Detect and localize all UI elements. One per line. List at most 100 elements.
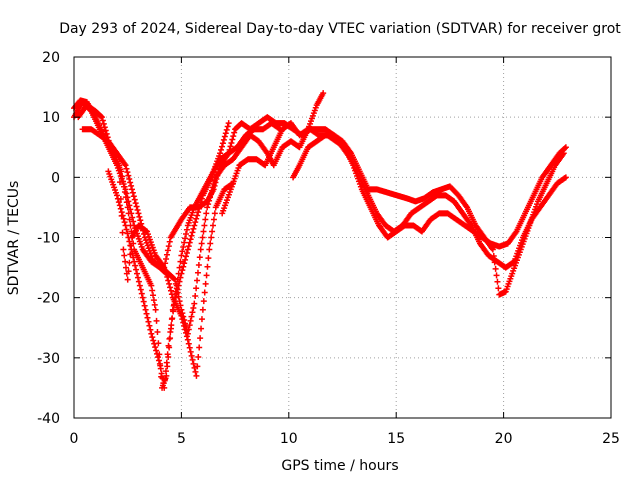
data-point (99, 117, 106, 124)
data-point (163, 255, 170, 262)
data-point (562, 174, 569, 181)
data-point (127, 179, 134, 186)
data-point (494, 278, 501, 285)
data-point (227, 143, 234, 150)
data-point (122, 264, 129, 271)
data-point (176, 298, 183, 305)
data-point (171, 275, 178, 282)
data-point (198, 240, 205, 247)
x-tick-label: 20 (495, 431, 513, 447)
data-point (183, 226, 190, 233)
y-axis-label: SDTVAR / TECUs (6, 181, 22, 296)
data-point (192, 219, 199, 226)
data-point (199, 234, 206, 241)
data-point (192, 292, 199, 299)
data-point (220, 136, 227, 143)
data-point (126, 259, 133, 266)
data-point (205, 255, 212, 262)
data-point (195, 353, 202, 360)
data-point (200, 228, 207, 235)
data-point (178, 306, 185, 313)
data-point (144, 314, 151, 321)
data-point (162, 260, 169, 267)
series-4 (79, 90, 327, 337)
data-point (143, 310, 150, 317)
data-point (193, 215, 200, 222)
y-tick-label: -30 (37, 351, 60, 367)
data-point (189, 229, 196, 236)
data-point (183, 231, 190, 238)
data-point (490, 252, 497, 259)
data-point (180, 263, 187, 270)
data-point (202, 216, 209, 223)
data-point (225, 120, 232, 127)
data-point (277, 126, 284, 133)
data-point (179, 310, 186, 317)
data-point (180, 313, 187, 320)
data-point (129, 214, 136, 221)
data-point (134, 274, 141, 281)
data-point (135, 210, 142, 217)
data-point (119, 212, 126, 219)
data-point (201, 222, 208, 229)
data-point (194, 269, 201, 276)
y-axis-ticks: -40 -30 -20 -10 0 10 20 (37, 50, 611, 427)
data-point (173, 282, 180, 289)
data-point (140, 231, 147, 238)
data-point (116, 202, 123, 209)
data-point (169, 315, 176, 322)
data-point (134, 206, 141, 213)
data-point (138, 290, 145, 297)
data-point (186, 239, 193, 246)
data-point (190, 304, 197, 311)
data-point (130, 254, 137, 261)
data-point (142, 306, 149, 313)
data-point (149, 334, 156, 341)
data-point (154, 329, 161, 336)
data-point (562, 144, 569, 151)
data-point (165, 342, 172, 349)
data-point (224, 123, 231, 130)
data-point (207, 240, 214, 247)
data-point (128, 246, 135, 253)
data-point (189, 356, 196, 363)
data-point (156, 360, 163, 367)
y-tick-label: 10 (42, 110, 60, 126)
data-point (137, 286, 144, 293)
data-point (195, 262, 202, 269)
data-point (493, 272, 500, 279)
data-point (150, 297, 157, 304)
data-point (152, 306, 159, 313)
data-point (127, 242, 134, 249)
data-point (194, 363, 201, 370)
data-point (197, 246, 204, 253)
data-point (139, 224, 146, 231)
data-point (101, 124, 108, 131)
data-point (186, 322, 193, 329)
data-point (136, 282, 143, 289)
data-point (198, 316, 205, 323)
x-tick-label: 10 (280, 431, 298, 447)
data-point (98, 113, 105, 120)
data-point (127, 206, 134, 213)
data-point (164, 247, 171, 254)
data-point (121, 252, 128, 259)
data-point (166, 335, 173, 342)
data-point (185, 326, 192, 333)
data-point (171, 301, 178, 308)
data-point (179, 248, 186, 255)
data-point (202, 280, 209, 287)
data-point (206, 197, 213, 204)
data-point (102, 127, 109, 134)
data-point (134, 270, 141, 277)
data-point (155, 357, 162, 364)
data-point (198, 325, 205, 332)
data-point (218, 146, 225, 153)
data-point (163, 251, 170, 258)
data-point (172, 288, 179, 295)
data-point (189, 309, 196, 316)
data-point (489, 246, 496, 253)
data-point (193, 372, 200, 379)
data-point (182, 320, 189, 327)
